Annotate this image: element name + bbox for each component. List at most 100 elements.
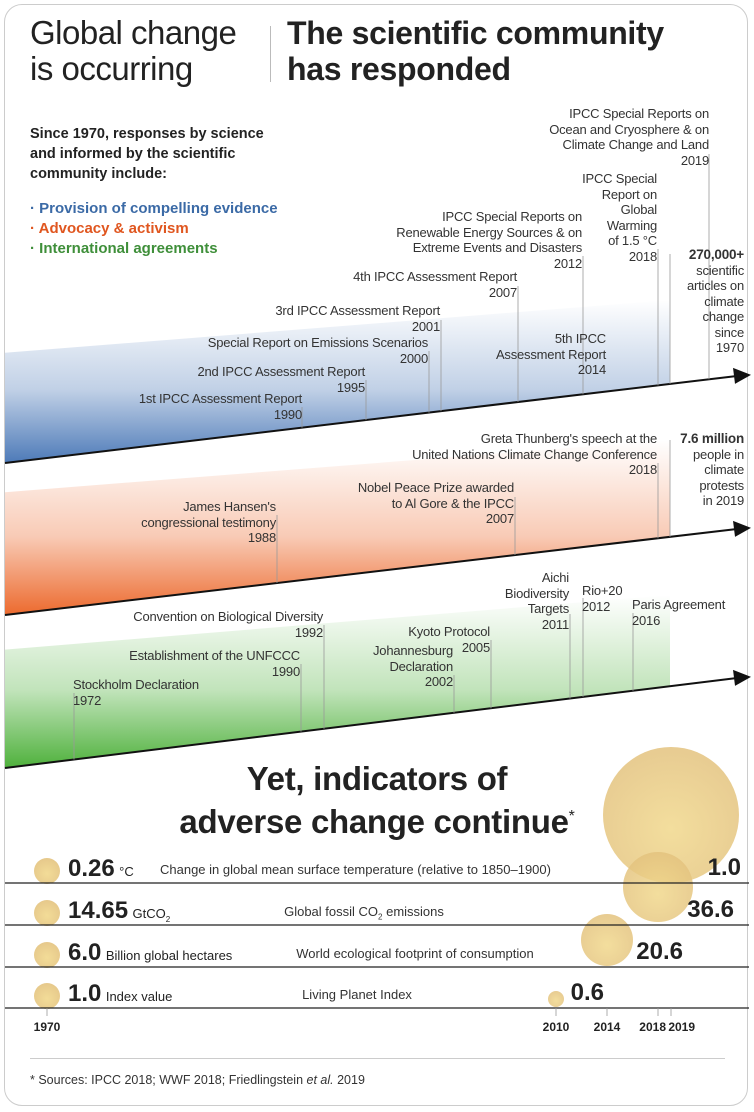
indicator-start-value: 14.65 bbox=[68, 897, 129, 924]
indicator-end-text: 36.6 bbox=[687, 896, 734, 923]
legend-agreements: · International agreements bbox=[30, 240, 218, 257]
event-text: 2018 bbox=[628, 248, 657, 264]
timeline-event: Greta Thunberg's speech at the United Nat… bbox=[412, 431, 657, 478]
event-text: 2012 bbox=[553, 255, 582, 271]
indicator-unit: Index value bbox=[105, 989, 173, 1004]
event-text: Kyoto Protocol bbox=[408, 624, 490, 639]
intro-line: and informed by the scientific bbox=[30, 146, 236, 162]
indicator-unit: Billion global hectares bbox=[105, 948, 233, 963]
indicators-title: Yet, indicators of adverse change contin… bbox=[0, 760, 754, 841]
timeline-event: Stockholm Declaration 1972 bbox=[73, 677, 199, 708]
year-label: 2018 bbox=[639, 1020, 666, 1034]
left-title-line: Global change bbox=[30, 14, 237, 51]
indicator-desc-text: Change in global mean surface temperatur… bbox=[160, 862, 551, 877]
event-text: IPCC Special bbox=[582, 171, 657, 186]
agreements-timeline-axis bbox=[4, 676, 739, 769]
indicators-title-line: adverse change continue bbox=[179, 803, 569, 840]
event-text: in 2019 bbox=[702, 493, 744, 508]
event-text: Extreme Events and Disasters bbox=[412, 240, 582, 255]
event-text: 2000 bbox=[399, 350, 428, 366]
event-text: Climate Change and Land bbox=[562, 137, 710, 152]
event-text: to Al Gore & the IPCC bbox=[391, 495, 514, 511]
year-text: 2014 bbox=[593, 1020, 621, 1034]
arrow-head-icon bbox=[733, 367, 751, 384]
indicator-description: Living Planet Index bbox=[302, 987, 412, 1002]
footnote-italic: et al. bbox=[306, 1073, 334, 1087]
timeline-event: 3rd IPCC Assessment Report 2001 bbox=[275, 303, 440, 334]
event-text: 1972 bbox=[73, 692, 102, 708]
year-label: 2010 bbox=[543, 1020, 570, 1034]
arrow-head-icon bbox=[733, 669, 751, 686]
indicator-start: 6.0 Billion global hectares bbox=[68, 940, 232, 966]
event-text: Aichi bbox=[541, 570, 569, 585]
event-text: Ocean and Cryosphere & on bbox=[549, 121, 709, 137]
event-text: Rio+20 bbox=[582, 583, 623, 598]
indicator-start: 14.65 GtCO2 bbox=[68, 897, 170, 925]
event-text: Stockholm Declaration bbox=[73, 677, 199, 692]
indicator-end-value: 36.6 bbox=[687, 897, 734, 923]
event-text: 1992 bbox=[294, 624, 323, 640]
event-text: 2002 bbox=[424, 674, 453, 689]
event-text: IPCC Special Reports on bbox=[442, 209, 582, 224]
indicator-start-circle bbox=[34, 858, 60, 884]
legend-advocacy: · Advocacy & activism bbox=[30, 220, 189, 237]
event-text: 1990 bbox=[273, 406, 302, 422]
event-text: 2nd IPCC Assessment Report bbox=[197, 364, 366, 379]
intro-text: Since 1970, responses by science and inf… bbox=[30, 124, 264, 184]
event-text: Declaration bbox=[389, 658, 453, 674]
event-text: Establishment of the UNFCCC bbox=[129, 648, 300, 663]
indicator-start-value: 0.26 bbox=[68, 855, 115, 882]
indicator-end-value: 20.6 bbox=[636, 939, 683, 965]
science-band-fill bbox=[5, 300, 670, 463]
indicator-start-value: 6.0 bbox=[68, 939, 102, 966]
indicator-desc-text: Living Planet Index bbox=[302, 987, 412, 1002]
indicator-end-text: 20.6 bbox=[636, 938, 683, 965]
timeline-event: 1st IPCC Assessment Report 1990 bbox=[139, 391, 302, 422]
indicators-title-line: Yet, indicators of bbox=[246, 760, 508, 797]
timeline-event: 270,000+ scientific articles on climate chan… bbox=[687, 247, 744, 356]
timeline-event: IPCC Special Reports on Ocean and Cryosph… bbox=[549, 106, 709, 168]
year-text: 2019 bbox=[668, 1020, 696, 1034]
timeline-event: Establishment of the UNFCCC 1990 bbox=[129, 648, 300, 679]
indicator-start: 1.0 Index value bbox=[68, 981, 172, 1007]
agreements-band-fill bbox=[5, 595, 670, 768]
indicator-end-text: 1.0 bbox=[707, 854, 741, 881]
indicator-start-circle bbox=[34, 983, 60, 1009]
year-text: 2010 bbox=[542, 1020, 570, 1034]
event-text: 2007 bbox=[485, 511, 514, 526]
event-text: 5th IPCC bbox=[554, 331, 606, 346]
event-text: climate bbox=[704, 462, 744, 477]
event-text: Greta Thunberg's speech at the bbox=[480, 431, 657, 446]
event-text: 2012 bbox=[582, 598, 611, 614]
event-text: since bbox=[714, 324, 745, 340]
indicator-start-circle bbox=[34, 900, 60, 926]
infographic-card bbox=[4, 4, 748, 1106]
year-text: 1970 bbox=[33, 1020, 61, 1034]
indicator-desc-text: World ecological footprint of consumptio… bbox=[296, 946, 534, 961]
indicator-unit: °C bbox=[119, 864, 134, 879]
timeline-event: IPCC Special Report on Global Warming of 1.5… bbox=[582, 171, 657, 264]
event-text: 2014 bbox=[577, 362, 606, 377]
event-text: people in bbox=[693, 446, 744, 462]
indicator-unit: GtCO bbox=[132, 906, 166, 921]
event-text: 1995 bbox=[336, 379, 365, 395]
indicator-end-circle bbox=[623, 852, 693, 922]
arrow-head-icon bbox=[733, 520, 751, 537]
timeline-event: Special Report on Emissions Scenarios 200… bbox=[208, 335, 428, 366]
indicator-end-circle bbox=[603, 747, 739, 883]
event-text: 1970 bbox=[715, 340, 744, 355]
event-text: 2005 bbox=[461, 639, 490, 655]
year-label: 1970 bbox=[34, 1020, 61, 1034]
indicator-start: 0.26 °C bbox=[68, 856, 134, 882]
timeline-event: 7.6 million people in climate protests in 20… bbox=[680, 431, 744, 509]
timeline-event: IPCC Special Reports on Renewable Energy … bbox=[396, 209, 582, 271]
desc-subscript: 2 bbox=[378, 912, 383, 922]
title-divider bbox=[270, 26, 271, 82]
event-text: 270,000+ bbox=[688, 247, 744, 262]
event-text: 1988 bbox=[247, 530, 276, 545]
indicator-description: World ecological footprint of consumptio… bbox=[296, 946, 534, 961]
intro-line: Since 1970, responses by science bbox=[30, 126, 264, 142]
event-text: Special Report on Emissions Scenarios bbox=[207, 335, 428, 350]
